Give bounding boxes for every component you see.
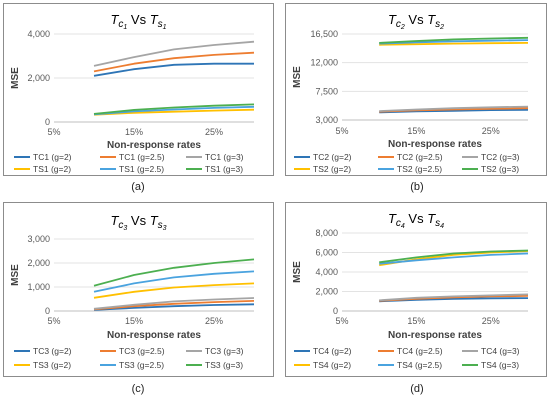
x-tick-label: 15% [125, 127, 143, 137]
y-tick-label: 8,000 [315, 228, 338, 238]
chart-title: Tc2 Vs Ts2 [388, 12, 444, 31]
caption-a: (a) [131, 181, 145, 193]
series-line [93, 300, 255, 311]
x-tick-label: 5% [335, 126, 348, 136]
chart-panel-b: Tc2 Vs Ts2 3,000 7,500 12,000 16,500 5% 15% 25%… [285, 3, 547, 176]
legend-label: TS3 (g=3) [205, 360, 243, 370]
x-axis-label: Non-response rates [107, 140, 201, 151]
legend-label: TC4 (g=2.5) [397, 346, 443, 356]
x-tick-label: 15% [407, 126, 425, 136]
series-line [93, 270, 255, 293]
x-tick-label: 15% [407, 316, 425, 326]
chart-svg-c: Tc3 Vs Ts3 0 1,000 2,000 3,000 5% 15% 25% Non-re… [10, 213, 255, 370]
legend-label: TS1 (g=2) [33, 164, 71, 174]
y-tick-label: 12,000 [310, 58, 338, 68]
chart-panel-d: Tc4 Vs Ts4 0 2,000 4,000 6,000 8,000 5% 15% 25% N… [285, 202, 547, 377]
chart-title: Tc3 Vs Ts3 [110, 213, 166, 232]
y-axis-label: MSE [292, 66, 303, 88]
chart-panel-a: Tc1 Vs Ts1 0 2,000 4,000 5% 15% 25% Non-respons… [3, 3, 274, 176]
caption-c: (c) [131, 383, 145, 395]
x-tick-label: 5% [335, 316, 348, 326]
series-line [93, 108, 255, 116]
y-tick-label: 0 [45, 117, 50, 127]
x-tick-label: 15% [125, 316, 143, 326]
chart-title: Tc4 Vs Ts4 [388, 211, 444, 230]
y-tick-label: 3,000 [315, 115, 338, 125]
legend-label: TS2 (g=2) [313, 164, 351, 174]
series-line [379, 293, 529, 302]
legend-label: TC4 (g=2) [313, 346, 352, 356]
legend-label: TC1 (g=3) [205, 152, 244, 162]
legend-label: TC1 (g=2.5) [119, 152, 165, 162]
x-tick-label: 25% [205, 316, 223, 326]
series-line [93, 297, 255, 310]
y-axis-label: MSE [292, 261, 303, 283]
series-line [93, 258, 255, 287]
legend-label: TS4 (g=3) [481, 360, 519, 370]
y-tick-label: 2,000 [27, 73, 50, 83]
legend-label: TC1 (g=2) [33, 152, 72, 162]
legend-label: TS1 (g=3) [205, 164, 243, 174]
series-line [93, 51, 255, 73]
legend-label: TS2 (g=2.5) [397, 164, 442, 174]
y-tick-label: 2,000 [315, 287, 338, 297]
x-axis-label: Non-response rates [388, 330, 482, 341]
series-line [93, 282, 255, 299]
y-axis-label: MSE [10, 264, 21, 286]
series-line [93, 105, 255, 116]
series-line [379, 249, 529, 264]
y-tick-label: 7,500 [315, 86, 338, 96]
legend-label: TS4 (g=2) [313, 360, 351, 370]
legend-label: TS1 (g=2.5) [119, 164, 164, 174]
x-axis-label: Non-response rates [388, 139, 482, 150]
y-tick-label: 16,500 [310, 29, 338, 39]
y-tick-label: 1,000 [27, 282, 50, 292]
chart-panel-c: Tc3 Vs Ts3 0 1,000 2,000 3,000 5% 15% 25% Non-re… [3, 202, 274, 377]
series-line [379, 252, 529, 265]
series-line [93, 62, 254, 77]
x-tick-label: 25% [482, 126, 500, 136]
y-tick-label: 3,000 [27, 234, 50, 244]
x-tick-label: 25% [205, 127, 223, 137]
legend-label: TS3 (g=2) [33, 360, 71, 370]
x-tick-label: 25% [482, 316, 500, 326]
caption-d: (d) [410, 383, 424, 395]
chart-title: Tc1 Vs Ts1 [110, 12, 166, 31]
series-line [93, 103, 255, 115]
series-line [379, 42, 529, 46]
y-tick-label: 4,000 [27, 29, 50, 39]
legend-label: TC3 (g=2) [33, 346, 72, 356]
series-line [93, 40, 255, 67]
series-line [379, 39, 529, 45]
legend-label: TS2 (g=3) [481, 164, 519, 174]
legend-label: TC3 (g=3) [205, 346, 244, 356]
legend-label: TC2 (g=3) [481, 152, 520, 162]
y-tick-label: 0 [333, 306, 338, 316]
legend-label: TC3 (g=2.5) [119, 346, 165, 356]
y-tick-label: 4,000 [315, 267, 338, 277]
chart-svg-b: Tc2 Vs Ts2 3,000 7,500 12,000 16,500 5% 15% 25%… [292, 12, 529, 174]
y-tick-label: 0 [45, 306, 50, 316]
x-tick-label: 5% [47, 316, 60, 326]
chart-svg-a: Tc1 Vs Ts1 0 2,000 4,000 5% 15% 25% Non-respons… [10, 12, 255, 174]
series-line [93, 303, 255, 311]
legend-label: TC4 (g=3) [481, 346, 520, 356]
legend-label: TC2 (g=2.5) [397, 152, 443, 162]
caption-b: (b) [410, 181, 424, 193]
series-line [379, 105, 529, 112]
series-line [379, 36, 529, 44]
x-axis-label: Non-response rates [107, 330, 201, 341]
x-tick-label: 5% [47, 127, 60, 137]
legend-label: TS3 (g=2.5) [119, 360, 164, 370]
chart-svg-d: Tc4 Vs Ts4 0 2,000 4,000 6,000 8,000 5% 15% 25%N… [292, 211, 529, 370]
y-tick-label: 6,000 [315, 248, 338, 258]
legend-label: TC2 (g=2) [313, 152, 352, 162]
y-axis-label: MSE [10, 67, 21, 89]
y-tick-label: 2,000 [27, 258, 50, 268]
legend-label: TS4 (g=2.5) [397, 360, 442, 370]
